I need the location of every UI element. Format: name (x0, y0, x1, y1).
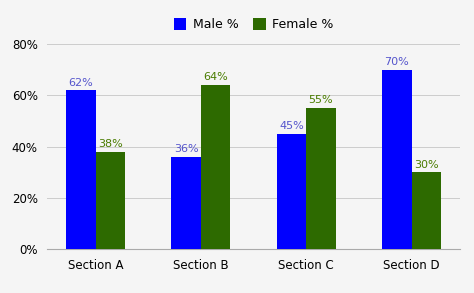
Bar (172, 157, 201, 249)
Text: 62%: 62% (69, 78, 93, 88)
Text: 55%: 55% (309, 96, 333, 105)
Bar (382, 70, 411, 249)
Bar (306, 108, 336, 249)
Text: 36%: 36% (174, 144, 199, 154)
Text: 30%: 30% (414, 160, 438, 170)
Text: 38%: 38% (98, 139, 123, 149)
Bar (96, 152, 125, 249)
Text: 45%: 45% (279, 121, 304, 131)
Bar (66, 90, 96, 249)
Legend: Male %, Female %: Male %, Female % (169, 13, 338, 36)
Bar (201, 85, 230, 249)
Bar (277, 134, 306, 249)
Text: 64%: 64% (203, 72, 228, 82)
Bar (411, 172, 441, 249)
Text: 70%: 70% (384, 57, 409, 67)
